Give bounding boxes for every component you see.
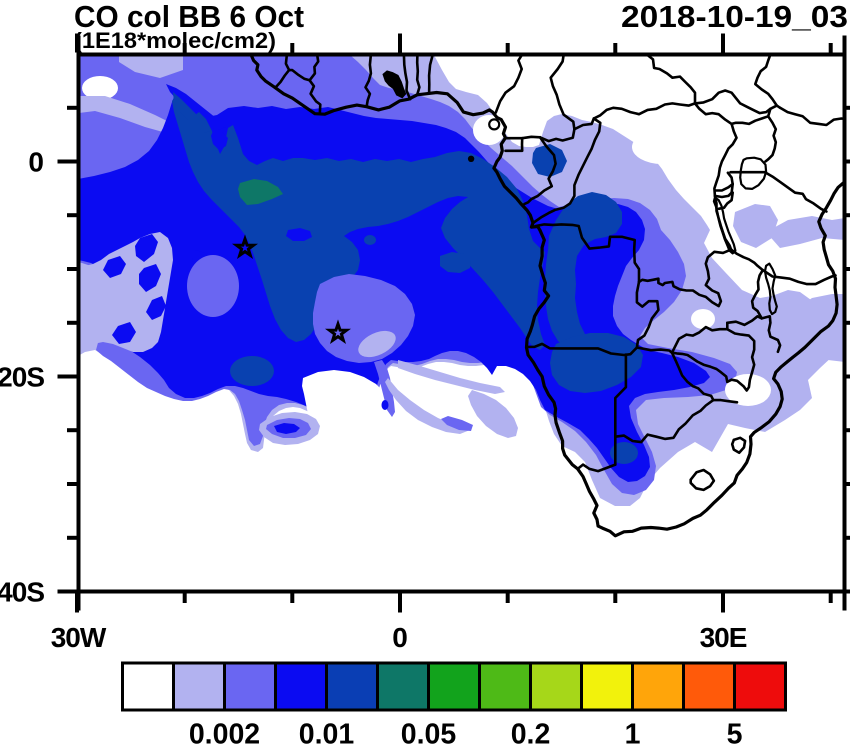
svg-text:30W: 30W [51, 622, 107, 653]
svg-text:40S: 40S [0, 577, 44, 608]
svg-text:5: 5 [727, 719, 743, 748]
svg-text:CO col BB 6 Oct: CO col BB 6 Oct [74, 0, 304, 34]
svg-text:30E: 30E [700, 622, 747, 653]
svg-text:0.01: 0.01 [299, 719, 355, 748]
svg-text:0.05: 0.05 [401, 719, 457, 748]
svg-text:0.002: 0.002 [189, 719, 260, 748]
svg-text:0.2: 0.2 [511, 719, 551, 748]
svg-text:1: 1 [625, 719, 641, 748]
svg-text:(1E18*molec/cm2): (1E18*molec/cm2) [74, 28, 276, 53]
svg-text:0: 0 [392, 622, 408, 653]
svg-text:2018-10-19_03: 2018-10-19_03 [621, 0, 848, 34]
svg-text:20S: 20S [0, 362, 44, 393]
svg-text:0: 0 [28, 147, 44, 178]
